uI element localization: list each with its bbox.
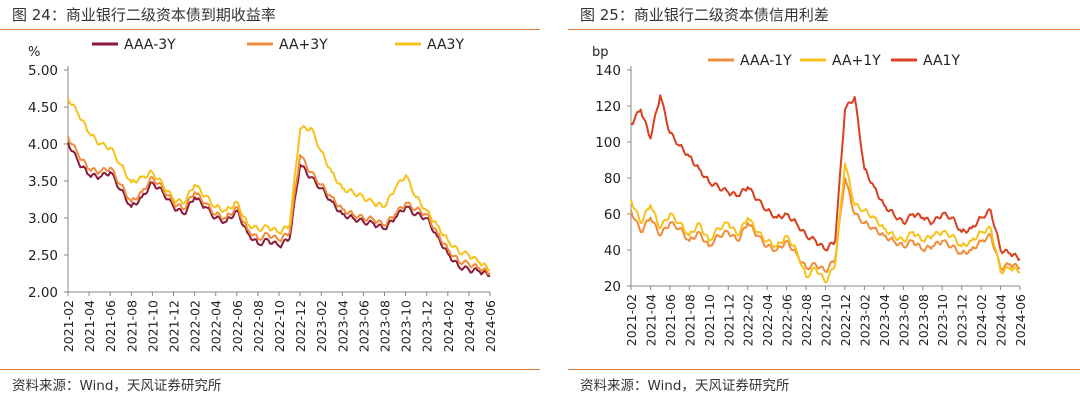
x-tick-label: 2021-04 [643, 294, 658, 346]
x-tick-label: 2023-02 [314, 300, 329, 352]
x-tick-label: 2021-06 [663, 294, 678, 346]
x-tick-label: 2023-12 [420, 300, 435, 352]
y-unit-label: bp [592, 45, 609, 60]
chart-panel-right: 图 25：商业银行二级资本债信用利差 bp 140 120 100 80 60 40 20 20… [568, 0, 1080, 415]
x-tick-label: 2023-06 [356, 300, 371, 352]
y-tick-label: 5.00 [28, 63, 58, 79]
x-tick-label: 2023-08 [378, 300, 393, 352]
title-rule [568, 29, 1080, 30]
x-tick-label: 2024-02 [974, 294, 989, 346]
y-tick-label: 3.00 [28, 211, 58, 227]
y-tick-label: 2.00 [28, 285, 58, 301]
x-tick-label: 2022-04 [760, 294, 775, 346]
figure-title: 图 24：商业银行二级资本债到期收益率 [12, 6, 276, 24]
x-tick-label: 2023-06 [896, 294, 911, 346]
figure-title: 图 25：商业银行二级资本债信用利差 [580, 6, 829, 24]
legend-label: AAA-3Y [124, 37, 176, 53]
title-rule [0, 29, 540, 30]
y-tick-label: 80 [604, 171, 621, 187]
legend-label: AA1Y [923, 53, 960, 69]
y-tick-label: 100 [595, 135, 621, 151]
source-rule [0, 369, 540, 370]
x-tick-label: 2021-12 [721, 294, 736, 346]
source-rule [568, 369, 1080, 370]
legend-label: AA3Y [427, 37, 464, 53]
x-tick-label: 2022-08 [799, 294, 814, 346]
x-tick-label: 2023-12 [955, 294, 970, 346]
x-tick-label: 2022-06 [230, 300, 245, 352]
series-line-AA1Y [630, 94, 1021, 261]
x-tick-label: 2021-04 [82, 300, 97, 352]
y-tick-label: 40 [604, 243, 621, 259]
legend-label: AA+1Y [832, 53, 881, 69]
y-tick-label: 4.50 [28, 100, 58, 116]
x-tick-label: 2021-08 [124, 300, 139, 352]
x-tick-label: 2022-12 [838, 294, 853, 346]
y-tick-label: 120 [595, 99, 621, 115]
x-tick-label: 2024-04 [462, 300, 477, 352]
x-tick-label: 2023-10 [935, 294, 950, 346]
x-tick-label: 2022-08 [251, 300, 266, 352]
x-tick-label: 2021-02 [61, 300, 76, 352]
y-unit-label: % [28, 45, 40, 60]
x-tick-label: 2023-08 [916, 294, 931, 346]
x-tick-label: 2022-10 [819, 294, 834, 346]
x-tick-label: 2024-02 [441, 300, 456, 352]
x-tick-label: 2021-12 [167, 300, 182, 352]
x-tick-label: 2021-10 [145, 300, 160, 352]
x-tick-label: 2022-04 [209, 300, 224, 352]
x-tick-label: 2024-06 [1013, 294, 1028, 346]
x-tick-label: 2021-08 [682, 294, 697, 346]
x-tick-label: 2022-10 [272, 300, 287, 352]
series-line-AA3Y [67, 97, 491, 272]
x-tick-label: 2021-10 [702, 294, 717, 346]
y-tick-label: 3.50 [28, 174, 58, 190]
x-tick-label: 2023-04 [335, 300, 350, 352]
y-tick-label: 60 [604, 207, 621, 223]
chart-panel-left: 图 24：商业银行二级资本债到期收益率 % 5.00 4.50 4.00 3.50 3.0… [0, 6, 540, 394]
x-tick-label: 2023-10 [399, 300, 414, 352]
y-tick-label: 20 [604, 279, 621, 295]
x-tick-label: 2024-06 [483, 300, 498, 352]
x-tick-label: 2022-02 [741, 294, 756, 346]
series-line-AAA-3Y [67, 142, 491, 278]
y-tick-label: 140 [595, 63, 621, 79]
legend-label: AAA-1Y [740, 53, 792, 69]
source-note: 资料来源：Wind，天风证券研究所 [12, 378, 222, 394]
source-note: 资料来源：Wind，天风证券研究所 [580, 378, 790, 394]
legend-label: AA+3Y [279, 37, 328, 53]
x-tick-label: 2022-02 [188, 300, 203, 352]
y-tick-label: 2.50 [28, 248, 58, 264]
x-tick-label: 2023-04 [877, 294, 892, 346]
series-line-AA+1Y [630, 162, 1021, 284]
x-tick-label: 2024-04 [994, 294, 1009, 346]
y-tick-label: 4.00 [28, 137, 58, 153]
x-tick-label: 2022-12 [293, 300, 308, 352]
x-tick-label: 2023-02 [857, 294, 872, 346]
x-tick-label: 2021-06 [103, 300, 118, 352]
x-tick-label: 2021-02 [624, 294, 639, 346]
series-line-AAA-1Y [630, 177, 1021, 273]
series-line-AA+3Y [67, 136, 491, 276]
x-tick-label: 2022-06 [780, 294, 795, 346]
